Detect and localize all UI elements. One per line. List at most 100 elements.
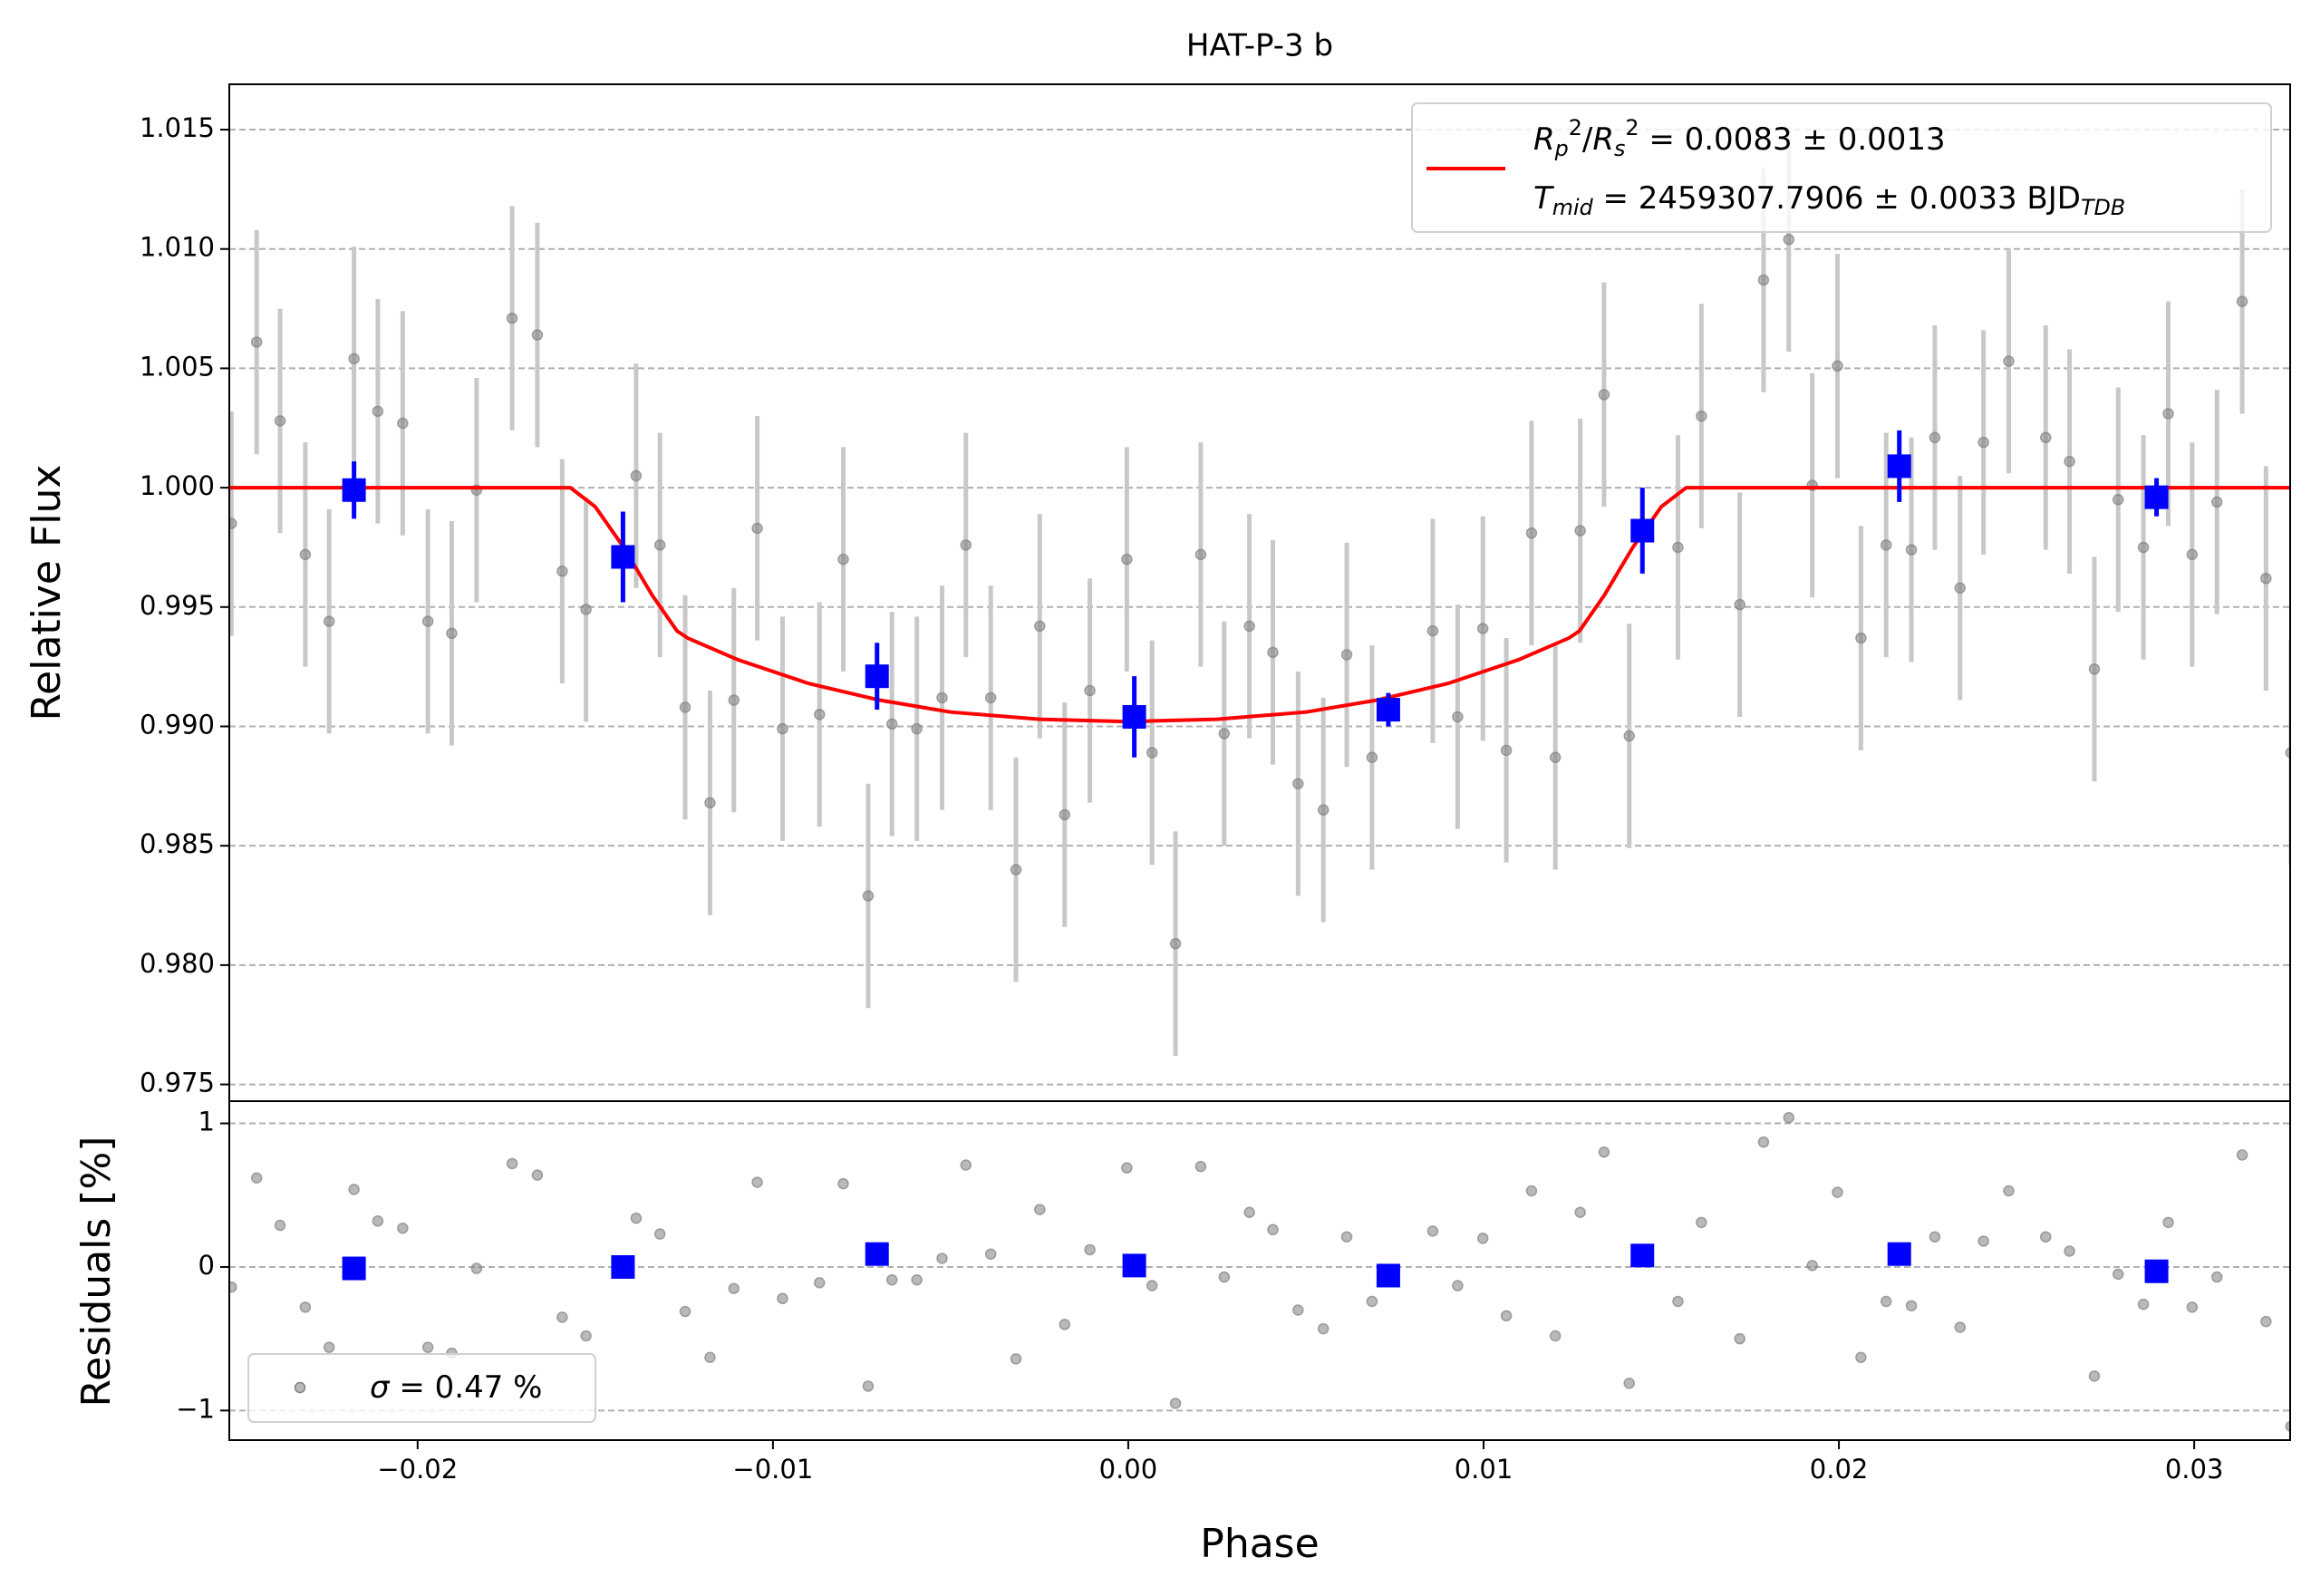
residual-point: [1734, 1332, 1745, 1345]
legend-box: [1411, 102, 2272, 233]
y-tick-label: 0.985: [140, 828, 215, 859]
data-point: [274, 415, 286, 427]
residual-point: [2162, 1216, 2174, 1229]
residual-point: [506, 1157, 518, 1170]
binned-residual: [1376, 1263, 1400, 1288]
residual-point: [250, 1172, 263, 1184]
data-point: [1623, 730, 1636, 742]
legend-label: Rp2/Rs2 = 0.0083 ± 0.0013: [1533, 115, 1946, 161]
residual-point: [1121, 1162, 1133, 1174]
legend-text-part: 2: [1569, 115, 1582, 140]
legend-label: σ = 0.47 %: [370, 1369, 542, 1406]
residual-point: [751, 1176, 763, 1188]
residual-point: [2088, 1370, 2101, 1382]
residual-point: [2112, 1268, 2124, 1281]
residual-point: [2064, 1245, 2075, 1257]
residual-point: [2186, 1301, 2199, 1313]
legend-text-part: TDB: [2081, 195, 2125, 220]
residual-point: [1525, 1185, 1538, 1197]
residual-point: [397, 1222, 409, 1234]
data-point: [1452, 711, 1464, 723]
data-point: [630, 469, 643, 482]
residual-point: [2003, 1185, 2015, 1197]
legend-text-part: s: [1614, 136, 1625, 161]
legend-text-part: = 2459307.7906 ± 0.0033 BJD: [1593, 180, 2081, 217]
residual-point: [1806, 1260, 1818, 1272]
data-point: [1905, 544, 1918, 556]
residual-point: [862, 1380, 875, 1392]
y-tick-label: 1.000: [140, 470, 215, 501]
legend-text-part: R: [1533, 121, 1555, 158]
data-point: [1757, 274, 1770, 286]
residual-point: [1146, 1280, 1158, 1291]
data-point: [299, 548, 312, 561]
data-point: [531, 329, 544, 341]
x-tick-label: −0.02: [377, 1454, 458, 1485]
y-tick-label: 1.010: [140, 232, 215, 263]
residual-point: [1757, 1136, 1770, 1148]
data-point: [1977, 436, 1989, 449]
x-tick-label: 0.03: [2165, 1454, 2224, 1485]
data-point: [1832, 360, 1843, 372]
data-point: [229, 517, 237, 529]
data-point: [751, 522, 763, 535]
residual-point: [2236, 1149, 2248, 1161]
data-point: [1034, 620, 1046, 633]
legend-text-part: T: [1533, 180, 1554, 217]
x-axis-title: Phase: [1200, 1521, 1319, 1567]
data-point: [1783, 233, 1795, 246]
residual-point: [2260, 1315, 2272, 1328]
residual-point: [1855, 1351, 1867, 1364]
residual-point: [1598, 1146, 1610, 1158]
binned-residual: [611, 1254, 635, 1279]
data-point: [1010, 864, 1022, 875]
data-point: [2186, 548, 2199, 561]
residual-frame: [228, 1100, 2291, 1441]
y-tick-label: 1.005: [140, 351, 215, 382]
data-point: [1340, 649, 1353, 661]
legend-text-part: 2: [1625, 115, 1639, 140]
data-point: [421, 615, 434, 627]
data-point: [2112, 494, 2124, 506]
residual-point: [2137, 1298, 2150, 1311]
residual-point: [1084, 1243, 1096, 1256]
y-tick-label: 1: [198, 1107, 215, 1137]
residual-point: [1267, 1224, 1279, 1236]
residual-point: [960, 1159, 972, 1171]
data-point: [1734, 598, 1745, 611]
residual-point: [728, 1282, 740, 1294]
legend-text-part: = 0.0083 ± 0.0013: [1639, 121, 1946, 158]
data-point: [372, 405, 384, 418]
data-point: [653, 539, 666, 551]
residual-point: [1696, 1216, 1707, 1229]
residual-point: [813, 1277, 826, 1289]
data-point: [580, 604, 592, 615]
data-point: [2137, 541, 2150, 554]
residual-point: [777, 1292, 788, 1305]
y-tick-label: 0.990: [140, 709, 215, 740]
data-point: [1292, 778, 1304, 789]
data-point: [506, 312, 518, 324]
x-tick-label: −0.01: [732, 1454, 813, 1485]
data-point: [1549, 751, 1562, 763]
data-point: [1500, 744, 1513, 757]
residual-point: [1623, 1378, 1636, 1389]
residual-point: [372, 1215, 384, 1227]
residual-point: [1832, 1186, 1843, 1198]
residual-point: [1059, 1319, 1071, 1330]
axes: 0.975 0.980 0.985 0.990 0.995 1.000 1.005 1.010…: [140, 83, 2291, 1485]
x-tick-label: 0.02: [1810, 1454, 1869, 1485]
residual-point: [1783, 1111, 1795, 1124]
binned-residual: [865, 1242, 889, 1266]
residual-point: [1426, 1225, 1439, 1237]
data-point: [556, 566, 568, 577]
binned-residual: [342, 1256, 366, 1281]
residual-point: [1366, 1295, 1378, 1308]
data-point: [2285, 747, 2290, 759]
residual-point: [1317, 1322, 1330, 1335]
residual-point: [630, 1212, 643, 1224]
data-point: [1084, 684, 1096, 697]
y-tick-label: 0.975: [140, 1068, 215, 1098]
binned-point: [1630, 518, 1655, 543]
legend-text-part: mid: [1552, 195, 1594, 220]
